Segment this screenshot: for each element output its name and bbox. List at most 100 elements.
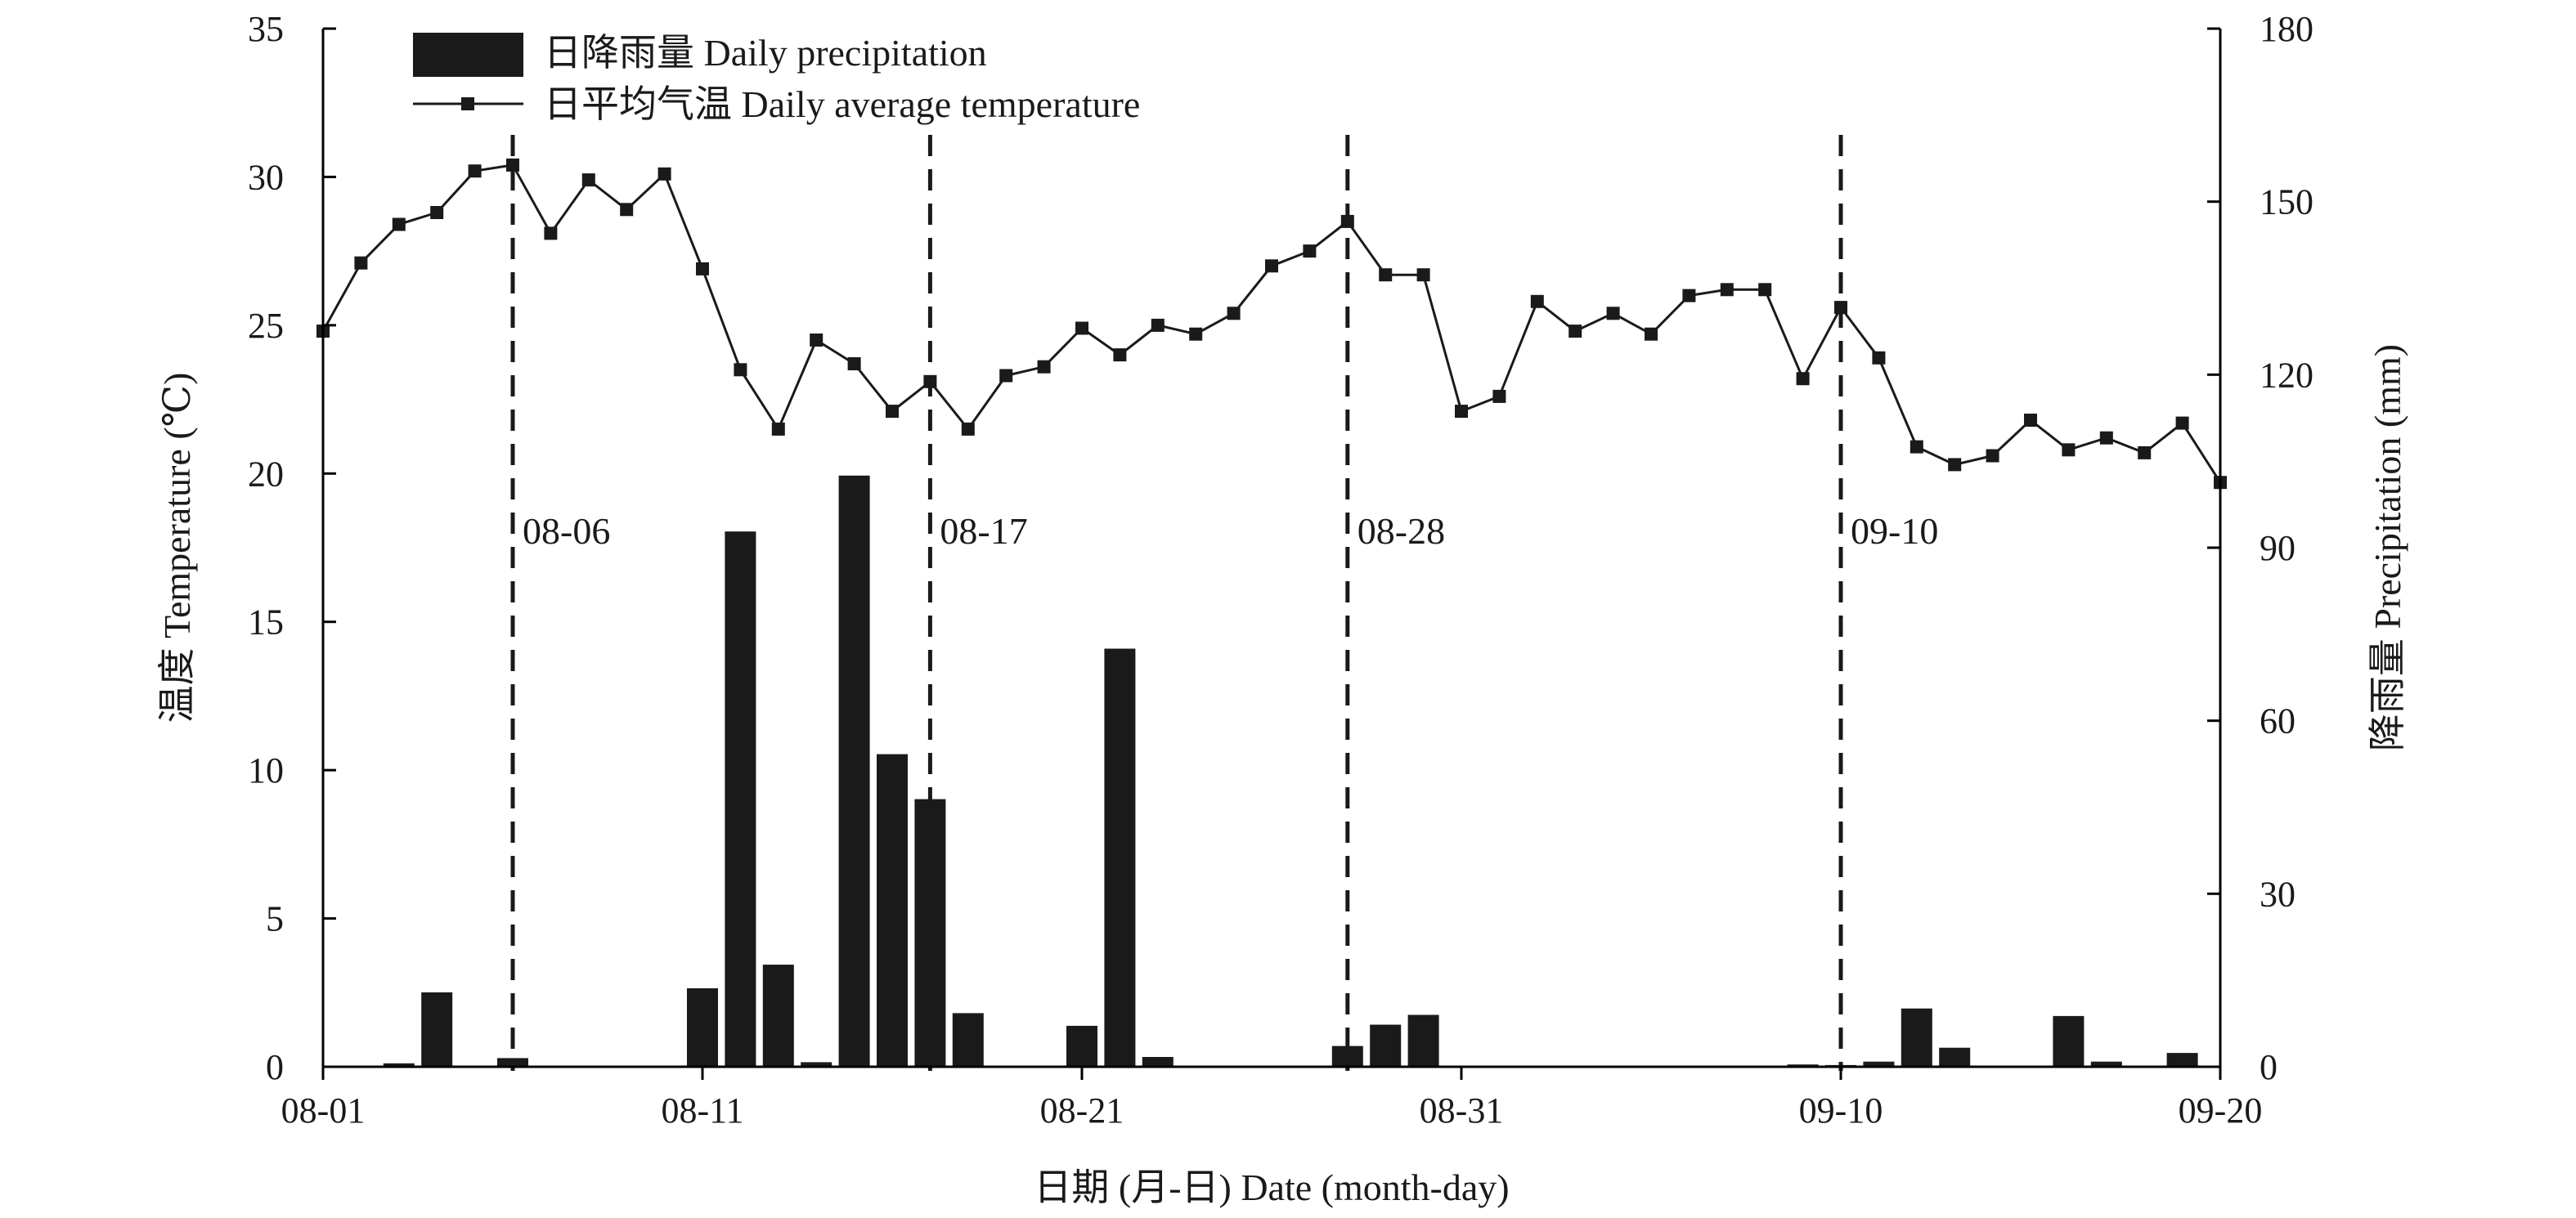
left-y-tick-label: 25 (248, 306, 284, 346)
precipitation-bar (1331, 1046, 1363, 1067)
temperature-point (847, 357, 861, 370)
precipitation-bar (762, 965, 794, 1067)
temperature-point (354, 256, 368, 270)
temperature-point (1568, 325, 1582, 338)
temperature-series (316, 158, 2227, 490)
temperature-point (430, 206, 444, 219)
temperature-point (620, 203, 634, 217)
precipitation-bar (914, 799, 946, 1067)
right-y-tick-label: 180 (2260, 9, 2313, 49)
temperature-point (392, 217, 406, 231)
temperature-point (1872, 351, 1886, 365)
temperature-point (506, 158, 519, 172)
precipitation-bar (421, 992, 453, 1067)
temperature-point (1075, 321, 1088, 335)
x-tick-label: 08-01 (281, 1090, 366, 1131)
left-y-tick-label: 0 (266, 1047, 284, 1087)
temperature-point (1455, 405, 1468, 419)
right-y-tick-label: 120 (2260, 355, 2313, 395)
axes: 0 5 10 15 20 25 30 35 0 30 60 90 120 150 180 08-01 08-11… (156, 9, 2408, 1208)
right-y-axis-title: 降雨量 Precipitation (mm) (2367, 344, 2408, 751)
precipitation-bar (1104, 648, 1136, 1067)
temperature-point (2099, 431, 2113, 445)
temperature-point (2138, 446, 2152, 459)
precipitation-bar (801, 1062, 832, 1067)
temperature-point (696, 262, 709, 275)
stage-label: 08-28 (1358, 510, 1445, 552)
right-y-tick-label: 90 (2260, 528, 2296, 568)
left-y-axis-title: 温度 Temperature (℃) (156, 373, 198, 723)
temperature-point (1113, 348, 1127, 362)
temperature-point (544, 226, 558, 240)
temperature-point (1379, 268, 1393, 282)
left-y-tick-label: 15 (248, 602, 284, 643)
precipitation-bar (725, 531, 756, 1067)
temperature-point (810, 334, 824, 347)
right-y-tick-label: 60 (2260, 701, 2296, 741)
temperature-point (961, 422, 975, 436)
temperature-point (1720, 283, 1734, 297)
temperature-point (581, 173, 595, 187)
precipitation-bar (497, 1058, 528, 1067)
x-tick-label: 09-10 (1799, 1090, 1883, 1131)
temperature-point (657, 167, 671, 181)
temperature-point (1645, 327, 1658, 341)
right-y-tick-label: 150 (2260, 182, 2313, 222)
legend-bar-swatch (413, 33, 523, 77)
temperature-point (2024, 414, 2037, 427)
left-y-tick-label: 10 (248, 750, 284, 790)
legend-label-temperature: 日平均气温 Daily average temperature (544, 83, 1140, 125)
left-y-tick-label: 35 (248, 9, 284, 49)
temperature-point (1492, 389, 1506, 403)
temperature-point (771, 422, 785, 436)
temperature-point (1151, 318, 1165, 332)
precipitation-bar (383, 1063, 415, 1067)
stage-annotations: 08-06 08-17 08-28 09-10 (523, 510, 1938, 552)
precipitation-bar (2053, 1015, 2085, 1067)
temperature-point (2175, 416, 2189, 430)
x-tick-label: 08-31 (1420, 1090, 1504, 1131)
temperature-point (1948, 458, 1962, 472)
left-y-tick-label: 5 (266, 899, 284, 939)
precipitation-bar (952, 1013, 984, 1067)
legend-marker-swatch (461, 97, 474, 110)
precipitation-bars (383, 475, 2198, 1067)
precipitation-bar (1407, 1014, 1439, 1067)
temperature-point (1986, 449, 1999, 463)
stage-divider-lines (510, 135, 1843, 1071)
temperature-point (923, 374, 937, 388)
temperature-point (1758, 283, 1772, 297)
temperature-point (1796, 372, 1810, 386)
temperature-point (2062, 443, 2076, 457)
temperature-point (1037, 360, 1051, 374)
precipitation-bar (838, 475, 870, 1067)
precipitation-bar (2090, 1061, 2122, 1067)
temperature-point (1682, 289, 1696, 302)
temperature-point (734, 363, 747, 377)
precipitation-bar (2166, 1053, 2198, 1067)
left-y-tick-label: 20 (248, 454, 284, 494)
x-tick-label: 08-11 (661, 1090, 743, 1131)
precipitation-bar (687, 988, 718, 1067)
stage-label: 08-17 (940, 510, 1027, 552)
precipitation-bar (1142, 1057, 1174, 1067)
precipitation-bar (1863, 1061, 1895, 1067)
temperature-point (1416, 268, 1430, 282)
precipitation-bar (1066, 1025, 1097, 1067)
temperature-point (1606, 307, 1620, 320)
x-tick-label: 09-20 (2179, 1090, 2263, 1131)
precipitation-bar (1370, 1024, 1402, 1067)
temperature-point (1834, 301, 1847, 315)
left-y-tick-label: 30 (248, 157, 284, 197)
right-y-tick-label: 30 (2260, 874, 2296, 914)
x-tick-label: 08-21 (1040, 1090, 1124, 1131)
precipitation-bar (877, 754, 908, 1067)
temperature-point (1340, 214, 1354, 228)
temperature-point (999, 369, 1013, 383)
legend-label-precipitation: 日降雨量 Daily precipitation (544, 32, 987, 74)
temperature-line (321, 163, 2222, 484)
precipitation-bar (1901, 1008, 1932, 1067)
temperature-point (468, 164, 482, 178)
